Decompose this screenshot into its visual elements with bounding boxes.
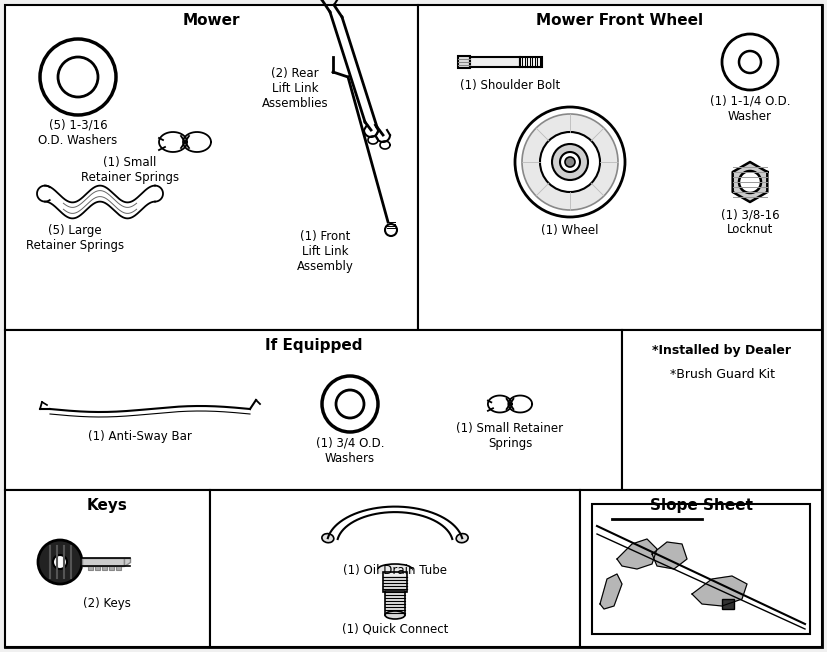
Bar — [5, 5, 418, 330]
Bar — [385, 591, 405, 615]
Bar — [95, 566, 100, 570]
Circle shape — [40, 39, 116, 115]
Bar — [418, 5, 822, 330]
Polygon shape — [617, 539, 657, 569]
Bar — [520, 57, 542, 67]
Bar — [470, 57, 520, 67]
Polygon shape — [124, 558, 130, 566]
Circle shape — [53, 555, 67, 569]
Ellipse shape — [385, 611, 405, 619]
Text: (2) Rear
Lift Link
Assemblies: (2) Rear Lift Link Assemblies — [261, 67, 328, 110]
Bar — [88, 566, 93, 570]
Text: (1) Oil Drain Tube: (1) Oil Drain Tube — [343, 564, 447, 577]
Bar — [580, 490, 822, 647]
Text: (1) Anti-Sway Bar: (1) Anti-Sway Bar — [88, 430, 192, 443]
Circle shape — [38, 540, 82, 584]
Text: (1) 3/4 O.D.
Washers: (1) 3/4 O.D. Washers — [316, 437, 385, 465]
Circle shape — [739, 171, 761, 193]
Bar — [109, 566, 114, 570]
Circle shape — [385, 224, 397, 236]
Text: *Installed by Dealer: *Installed by Dealer — [653, 344, 791, 357]
Text: (1) 1-1/4 O.D.
Washer: (1) 1-1/4 O.D. Washer — [710, 95, 791, 123]
Circle shape — [522, 114, 618, 210]
Text: If Equipped: If Equipped — [265, 338, 362, 353]
Bar — [5, 330, 622, 490]
Bar — [102, 566, 107, 570]
Bar — [116, 566, 121, 570]
Bar — [5, 490, 210, 647]
Text: (5) 1-3/16
O.D. Washers: (5) 1-3/16 O.D. Washers — [38, 119, 117, 147]
Circle shape — [552, 144, 588, 180]
Circle shape — [515, 107, 625, 217]
Bar — [210, 490, 580, 647]
Bar — [622, 330, 822, 490]
Text: Slope Sheet: Slope Sheet — [649, 498, 753, 513]
Bar — [82, 558, 124, 566]
Ellipse shape — [457, 533, 468, 542]
Text: (1) Shoulder Bolt: (1) Shoulder Bolt — [460, 79, 560, 92]
Circle shape — [565, 157, 575, 167]
Text: Keys: Keys — [87, 498, 128, 513]
Text: (1) Quick Connect: (1) Quick Connect — [342, 622, 448, 635]
Circle shape — [322, 376, 378, 432]
Text: (1) Front
Lift Link
Assembly: (1) Front Lift Link Assembly — [297, 230, 353, 273]
Bar — [458, 56, 470, 68]
Bar — [592, 504, 810, 634]
Ellipse shape — [378, 564, 412, 574]
Text: (1) Small Retainer
Springs: (1) Small Retainer Springs — [457, 422, 563, 450]
Text: Mower: Mower — [183, 13, 241, 28]
Polygon shape — [692, 576, 747, 606]
Polygon shape — [652, 542, 687, 569]
Bar — [378, 569, 412, 574]
Circle shape — [722, 34, 778, 90]
Text: (2) Keys: (2) Keys — [83, 597, 131, 610]
Circle shape — [560, 152, 580, 172]
Text: (1) Small
Retainer Springs: (1) Small Retainer Springs — [81, 156, 179, 184]
Bar — [383, 572, 407, 592]
Text: Mower Front Wheel: Mower Front Wheel — [537, 13, 704, 28]
Text: (5) Large
Retainer Springs: (5) Large Retainer Springs — [26, 224, 124, 252]
Polygon shape — [600, 574, 622, 609]
Text: *Brush Guard Kit: *Brush Guard Kit — [670, 368, 775, 381]
Polygon shape — [733, 162, 767, 202]
Circle shape — [58, 57, 98, 97]
Text: (1) 3/8-16
Locknut: (1) 3/8-16 Locknut — [720, 208, 779, 236]
Ellipse shape — [322, 533, 334, 542]
Bar — [722, 599, 734, 609]
Text: (1) Wheel: (1) Wheel — [541, 224, 599, 237]
Circle shape — [336, 390, 364, 418]
Circle shape — [739, 51, 761, 73]
Circle shape — [540, 132, 600, 192]
